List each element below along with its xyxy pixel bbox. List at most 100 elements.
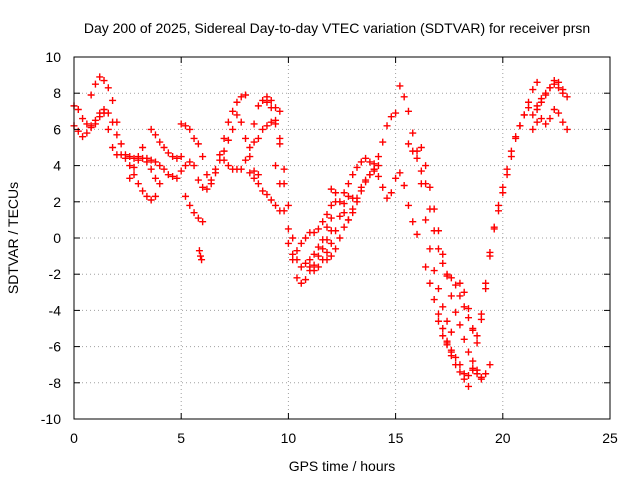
data-point (198, 256, 206, 264)
data-point (246, 144, 254, 151)
data-point (323, 236, 331, 244)
data-point (443, 317, 451, 325)
data-point (74, 105, 82, 113)
data-point (302, 276, 310, 284)
data-point (147, 196, 155, 204)
data-point (220, 134, 228, 142)
data-point (456, 321, 464, 329)
data-point (109, 118, 117, 126)
data-point (357, 187, 365, 195)
data-point (254, 102, 262, 110)
series-20 (396, 82, 455, 336)
data-point (190, 134, 198, 142)
data-point (319, 218, 327, 226)
data-point (156, 180, 164, 188)
data-point (460, 303, 468, 311)
data-point (353, 198, 361, 206)
data-point (555, 78, 563, 86)
series-27 (529, 105, 571, 133)
data-point (434, 285, 442, 293)
data-point (482, 370, 490, 378)
data-point (529, 125, 537, 133)
data-point (559, 118, 567, 126)
data-point (362, 154, 370, 162)
series-1 (70, 102, 207, 191)
data-point (327, 252, 335, 260)
data-point (340, 223, 348, 231)
data-point (392, 109, 400, 117)
data-point (310, 229, 318, 237)
x-tick-label: 5 (177, 430, 185, 446)
data-point (310, 250, 318, 258)
data-point (374, 153, 382, 161)
data-point (186, 125, 194, 133)
data-point (422, 263, 430, 271)
data-point (289, 234, 297, 242)
data-point (439, 250, 447, 258)
y-tick-label: 8 (53, 85, 61, 101)
data-point (383, 122, 391, 130)
data-point (130, 171, 138, 179)
data-point (109, 96, 117, 104)
data-point (507, 147, 515, 155)
series-25 (443, 78, 541, 390)
data-point (314, 225, 322, 233)
data-point (314, 263, 322, 271)
data-point (477, 375, 485, 383)
series-3 (70, 105, 121, 141)
data-point (434, 317, 442, 325)
data-point (263, 191, 271, 199)
data-point (439, 303, 447, 311)
series-7 (195, 247, 206, 264)
data-point (79, 133, 87, 141)
data-point (379, 183, 387, 191)
y-tick-label: -2 (49, 266, 62, 282)
data-point (177, 167, 185, 175)
data-point (392, 174, 400, 182)
data-point (379, 138, 387, 146)
y-tick-label: -8 (49, 375, 62, 391)
data-point (134, 153, 142, 161)
data-point (181, 192, 189, 200)
data-point (259, 187, 267, 195)
data-point (542, 120, 550, 128)
data-point (139, 144, 147, 151)
series-10 (220, 93, 284, 173)
data-point (126, 174, 134, 182)
data-point (464, 382, 472, 390)
data-point (434, 245, 442, 253)
data-point (267, 104, 275, 112)
data-point (284, 239, 292, 247)
data-point (259, 96, 267, 104)
data-point (91, 116, 99, 124)
data-point (242, 91, 250, 99)
data-point (464, 305, 472, 313)
y-tick-label: 0 (53, 230, 61, 246)
data-point (164, 171, 172, 179)
data-point (237, 165, 245, 173)
data-point (340, 200, 348, 208)
data-point (332, 245, 340, 253)
axis-ticks: 0 5 10 15 20 25 -10 -8 -6 -4 -2 0 2 4 6 8 10 (41, 49, 618, 446)
data-point (83, 129, 91, 137)
data-point (422, 162, 430, 170)
data-point (237, 118, 245, 126)
data-point (250, 138, 258, 146)
data-point (374, 162, 382, 170)
series-19 (370, 165, 421, 238)
data-point (297, 263, 305, 271)
data-point (512, 133, 520, 141)
data-point (409, 129, 417, 137)
data-point (280, 165, 288, 173)
data-point (177, 153, 185, 161)
data-point (443, 339, 451, 347)
data-point (79, 115, 87, 123)
data-point (447, 328, 455, 336)
data-point (482, 285, 490, 293)
data-point (452, 361, 460, 369)
data-point (550, 77, 558, 85)
data-point (280, 207, 288, 215)
data-point (194, 176, 202, 184)
data-point (229, 125, 237, 133)
data-point (250, 120, 258, 128)
